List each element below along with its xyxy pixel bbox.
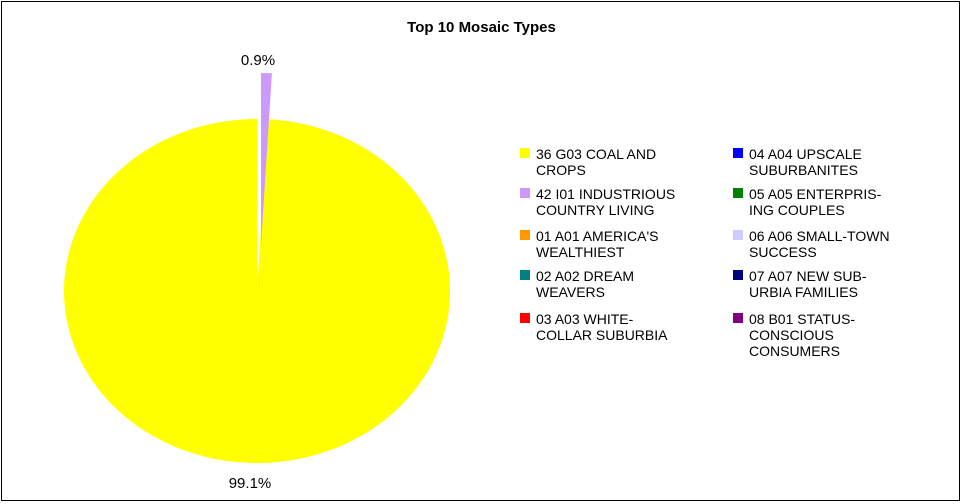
- legend-label: 08 B01 STATUS- CONSCIOUS CONSUMERS: [749, 311, 856, 359]
- legend-label: 06 A06 SMALL-TOWN SUCCESS: [749, 228, 890, 260]
- slice-label-large: 99.1%: [229, 475, 272, 492]
- legend-label: 07 A07 NEW SUB- URBIA FAMILIES: [749, 268, 867, 300]
- legend-swatch: [520, 270, 530, 280]
- legend-swatch: [733, 313, 743, 323]
- pie-slice-0: [63, 119, 450, 463]
- pie-slice-1: [261, 73, 272, 245]
- legend-swatch: [733, 188, 743, 198]
- legend-label: 05 A05 ENTERPRIS- ING COUPLES: [749, 186, 882, 218]
- slice-label-small: 0.9%: [241, 52, 275, 69]
- chart-title: Top 10 Mosaic Types: [407, 19, 556, 36]
- legend-swatch: [733, 230, 743, 240]
- legend-label: 04 A04 UPSCALE SUBURBANITES: [749, 146, 862, 178]
- legend-swatch: [520, 148, 530, 158]
- legend-label: 03 A03 WHITE- COLLAR SUBURBIA: [536, 311, 668, 343]
- legend-swatch: [520, 188, 530, 198]
- legend-label: 36 G03 COAL AND CROPS: [536, 146, 657, 178]
- legend-label: 42 I01 INDUSTRIOUS COUNTRY LIVING: [536, 186, 676, 218]
- legend-label: 02 A02 DREAM WEAVERS: [536, 268, 635, 300]
- legend-swatch: [733, 148, 743, 158]
- legend-swatch: [733, 270, 743, 280]
- legend-swatch: [520, 230, 530, 240]
- legend-swatch: [520, 313, 530, 323]
- legend-label: 01 A01 AMERICA'S WEALTHIEST: [536, 228, 659, 260]
